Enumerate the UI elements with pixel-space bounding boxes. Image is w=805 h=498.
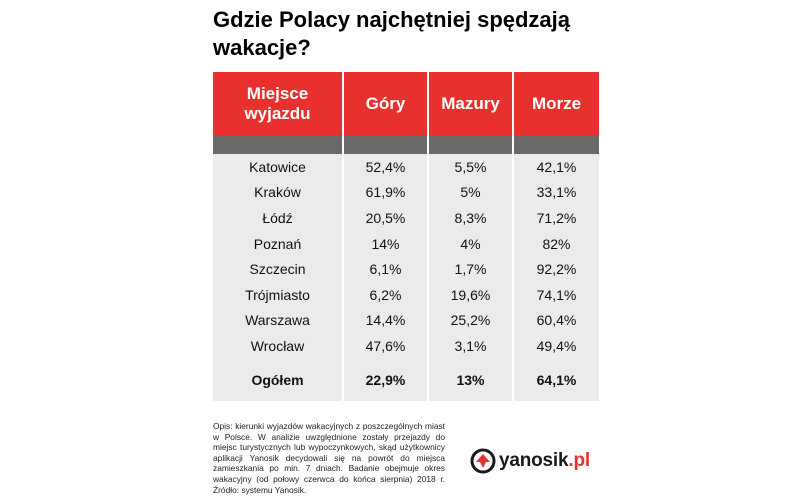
header-mazury: Mazury bbox=[428, 72, 514, 136]
total-mazury: 13% bbox=[428, 358, 514, 401]
gory-cell: 61,9% bbox=[343, 179, 429, 206]
total-gory: 22,9% bbox=[343, 358, 429, 401]
logo-name: yanosik bbox=[499, 450, 569, 471]
gory-cell: 14,4% bbox=[343, 307, 429, 334]
mazury-cell: 1,7% bbox=[428, 256, 514, 282]
city-cell: Wrocław bbox=[213, 333, 344, 359]
gory-cell: 47,6% bbox=[343, 333, 429, 359]
band-cell bbox=[513, 136, 599, 154]
table-row: Poznań 14% 4% 82% bbox=[213, 230, 599, 257]
total-row: Ogółem 22,9% 13% 64,1% bbox=[213, 358, 599, 401]
gory-cell: 52,4% bbox=[343, 154, 429, 180]
logo-tld: .pl bbox=[568, 450, 590, 471]
mazury-cell: 8,3% bbox=[428, 205, 514, 231]
city-cell: Warszawa bbox=[213, 307, 344, 334]
gory-cell: 20,5% bbox=[343, 205, 429, 231]
morze-cell: 42,1% bbox=[513, 154, 599, 180]
morze-cell: 33,1% bbox=[513, 179, 599, 206]
band-cell bbox=[213, 136, 344, 154]
table-row: Szczecin 6,1% 1,7% 92,2% bbox=[213, 256, 599, 282]
header-destination: Miejsce wyjazdu bbox=[213, 72, 344, 136]
gory-cell: 6,2% bbox=[343, 281, 429, 308]
footnote: Opis: kierunki wyjazdów wakacyjnych z po… bbox=[213, 421, 445, 495]
total-label: Ogółem bbox=[213, 358, 344, 401]
vacation-destinations-table: Miejsce wyjazdu Góry Mazury Morze Katowi… bbox=[213, 72, 599, 401]
logo-wordmark: yanosik.pl bbox=[499, 450, 590, 472]
table-row: Łódź 20,5% 8,3% 71,2% bbox=[213, 205, 599, 231]
city-cell: Poznań bbox=[213, 230, 344, 257]
city-cell: Szczecin bbox=[213, 256, 344, 282]
city-cell: Trójmiasto bbox=[213, 281, 344, 308]
mazury-cell: 4% bbox=[428, 230, 514, 257]
table-row: Katowice 52,4% 5,5% 42,1% bbox=[213, 154, 599, 180]
gory-cell: 6,1% bbox=[343, 256, 429, 282]
total-morze: 64,1% bbox=[513, 358, 599, 401]
city-cell: Kraków bbox=[213, 179, 344, 206]
page-title: Gdzie Polacy najchętniej spędzają wakacj… bbox=[213, 7, 571, 60]
mazury-cell: 3,1% bbox=[428, 333, 514, 359]
header-band bbox=[213, 136, 599, 154]
yanosik-logo: yanosik.pl bbox=[470, 446, 590, 476]
morze-cell: 71,2% bbox=[513, 205, 599, 231]
morze-cell: 49,4% bbox=[513, 333, 599, 359]
gory-cell: 14% bbox=[343, 230, 429, 257]
mazury-cell: 25,2% bbox=[428, 307, 514, 334]
mazury-cell: 5,5% bbox=[428, 154, 514, 180]
morze-cell: 74,1% bbox=[513, 281, 599, 308]
mazury-cell: 19,6% bbox=[428, 281, 514, 308]
yanosik-logo-icon bbox=[470, 448, 496, 474]
morze-cell: 92,2% bbox=[513, 256, 599, 282]
header-gory: Góry bbox=[343, 72, 429, 136]
table-row: Kraków 61,9% 5% 33,1% bbox=[213, 179, 599, 206]
band-cell bbox=[343, 136, 429, 154]
header-morze: Morze bbox=[513, 72, 599, 136]
city-cell: Katowice bbox=[213, 154, 344, 180]
table-row: Trójmiasto 6,2% 19,6% 74,1% bbox=[213, 281, 599, 308]
table-row: Warszawa 14,4% 25,2% 60,4% bbox=[213, 307, 599, 334]
table-row: Wrocław 47,6% 3,1% 49,4% bbox=[213, 333, 599, 359]
city-cell: Łódź bbox=[213, 205, 344, 231]
band-cell bbox=[428, 136, 514, 154]
table-header-row: Miejsce wyjazdu Góry Mazury Morze bbox=[213, 72, 599, 136]
morze-cell: 82% bbox=[513, 230, 599, 257]
morze-cell: 60,4% bbox=[513, 307, 599, 334]
mazury-cell: 5% bbox=[428, 179, 514, 206]
